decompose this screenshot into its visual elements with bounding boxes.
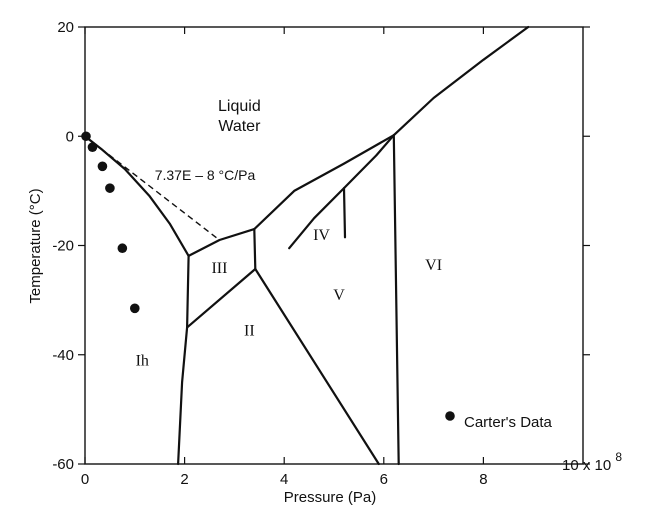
y-axis-ticks: 20 0 -20 -40 -60 (52, 19, 590, 473)
phase-boundary-line (177, 326, 189, 466)
phase-label: IV (313, 227, 330, 244)
phase-boundary-line (253, 134, 395, 231)
phase-boundary-line (254, 267, 380, 466)
data-point (105, 183, 115, 193)
data-point (130, 303, 140, 314)
slope-dashed-line (84, 135, 220, 241)
legend: Carter's Data (445, 411, 553, 431)
slope-annotation: 7.37E – 8 °C/Pa (155, 167, 256, 183)
x-multiplier-exponent: 8 (615, 450, 622, 464)
x-axis-title: Pressure (Pa) (284, 489, 377, 506)
y-tick-label: -40 (52, 347, 74, 364)
phase-boundary-line (392, 134, 400, 466)
phase-boundary-line (186, 267, 257, 329)
phase-label: Liquid (218, 98, 261, 115)
legend-label: Carter's Data (464, 414, 553, 431)
data-point (81, 131, 91, 142)
slope-line (84, 135, 220, 241)
phase-label: Ih (136, 353, 149, 370)
y-tick-label: 20 (57, 19, 74, 36)
phase-label: III (211, 260, 227, 277)
phase-label: VI (425, 257, 442, 274)
phase-boundary-line (392, 25, 530, 137)
phase-boundary-line (83, 135, 190, 257)
x-tick-label: 0 (81, 471, 89, 488)
phase-boundary-line (342, 187, 347, 239)
x-tick-label: 6 (380, 471, 388, 488)
phase-label: V (333, 287, 345, 304)
data-point (117, 243, 128, 254)
phase-boundaries (83, 25, 530, 466)
x-tick-label: 2 (180, 471, 188, 488)
plot-frame (84, 26, 584, 465)
phase-label: II (244, 323, 255, 340)
x-tick-label: 4 (280, 471, 288, 488)
y-axis-title: Temperature (°C) (27, 188, 44, 303)
y-tick-label: 0 (66, 128, 74, 145)
legend-marker (445, 411, 455, 421)
phase-label: Water (218, 118, 261, 135)
x-axis-ticks: 0 2 4 6 8 (81, 27, 488, 488)
phase-boundary-line (288, 134, 395, 250)
data-point (87, 142, 98, 152)
phase-boundary-line (186, 254, 190, 329)
x-multiplier-base: 10 x 10 (562, 457, 611, 474)
phase-boundary-line (187, 228, 256, 257)
carter-data-points (81, 131, 140, 314)
phase-boundary-line (253, 228, 257, 271)
x-tick-label: 8 (479, 471, 487, 488)
y-tick-label: -60 (52, 456, 74, 473)
x-multiplier-label: 10 x 10 8 (562, 450, 622, 474)
data-point (97, 161, 108, 172)
y-tick-label: -20 (52, 238, 74, 255)
